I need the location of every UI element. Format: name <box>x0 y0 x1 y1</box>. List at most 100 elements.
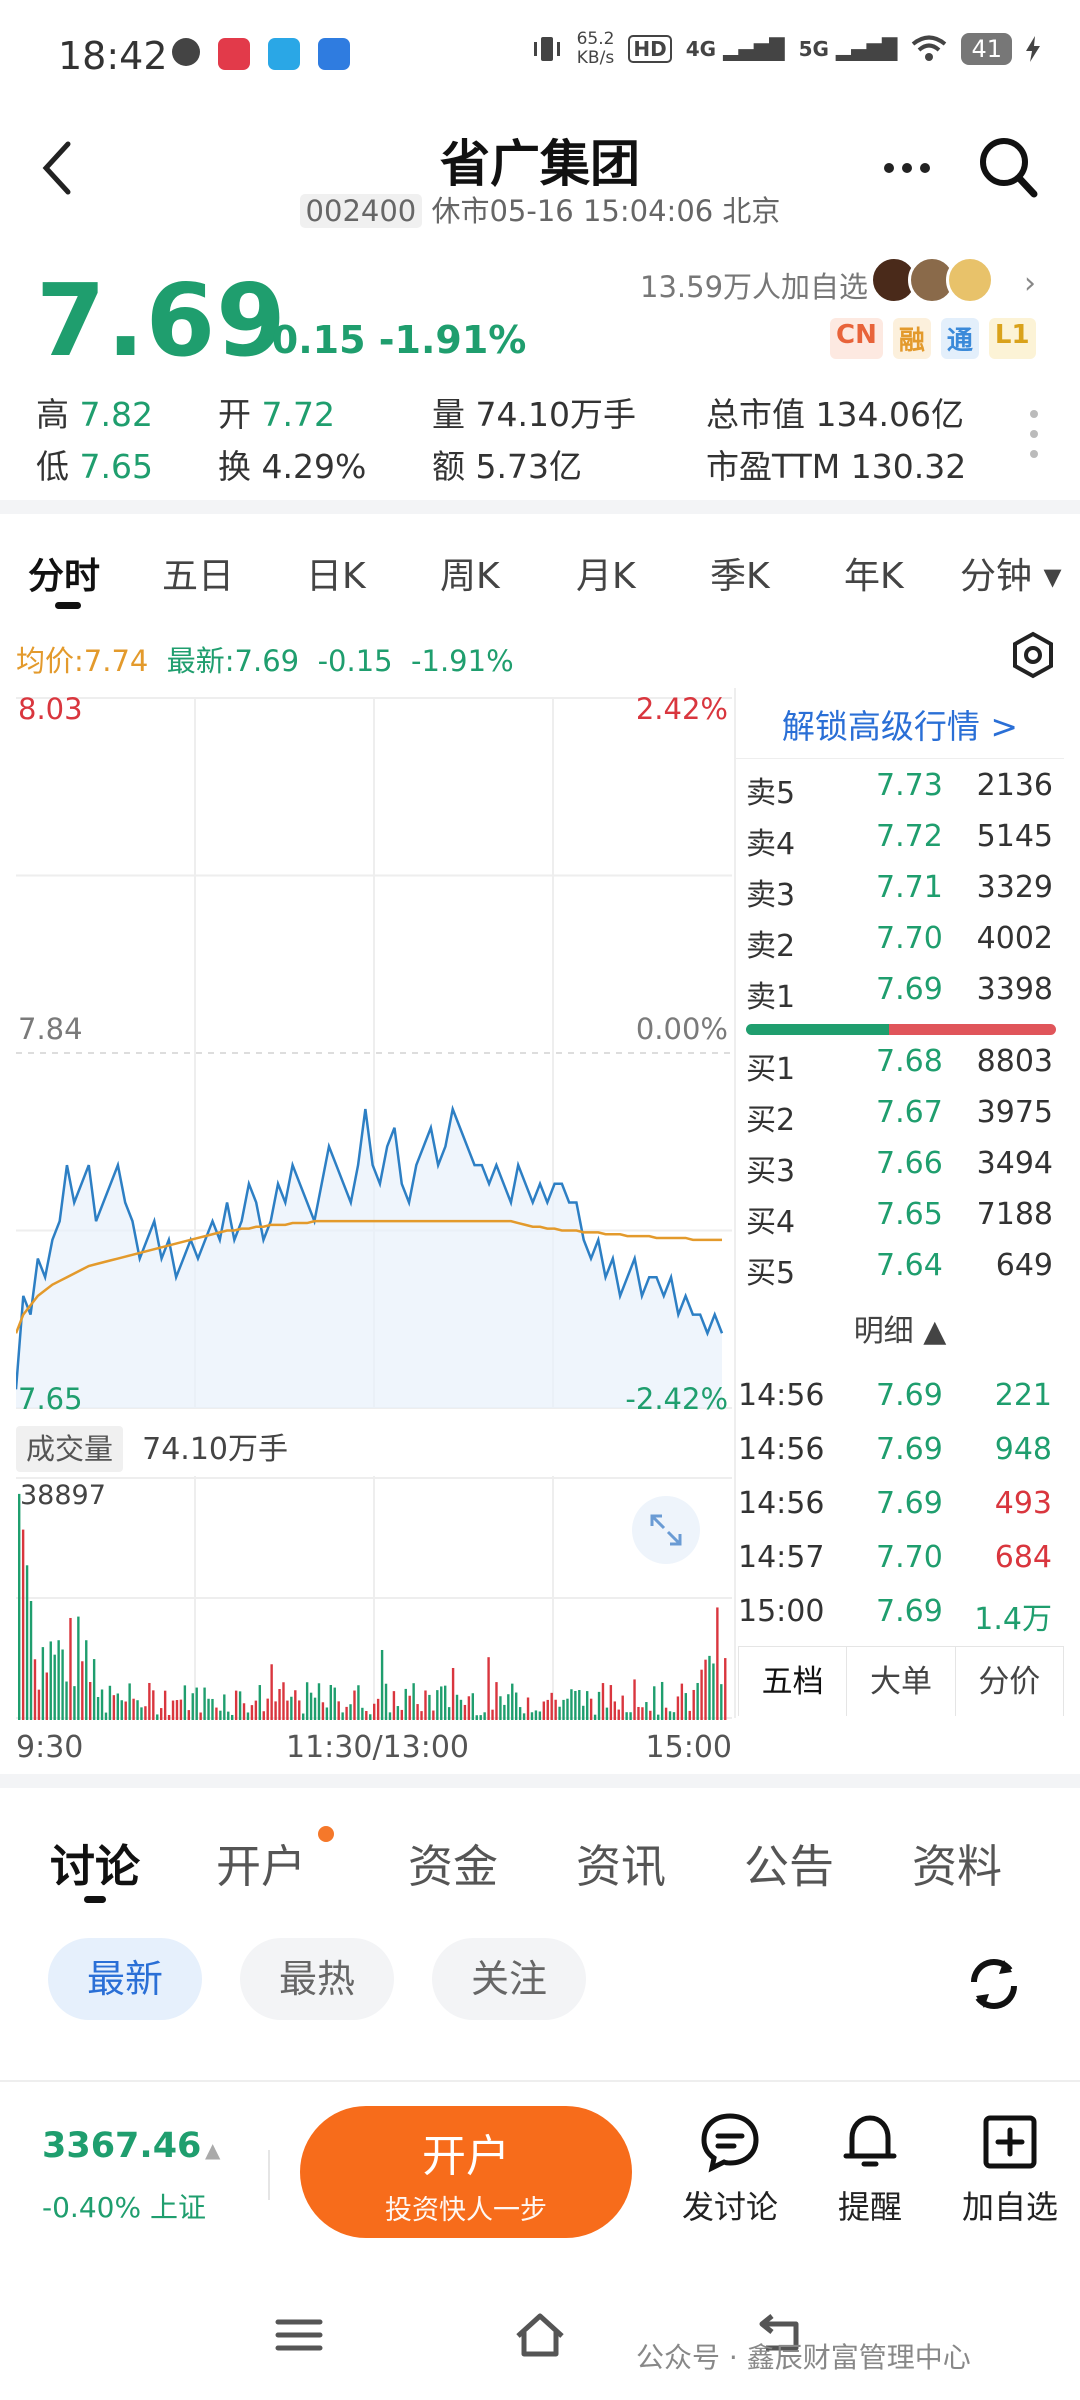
volume-bar <box>657 1714 660 1720</box>
menu-icon[interactable] <box>274 2310 324 2360</box>
volume-bar <box>132 1698 135 1720</box>
sort-pill-1[interactable]: 最热 <box>240 1938 394 2020</box>
divider <box>0 1774 1080 1788</box>
home-icon[interactable] <box>512 2310 568 2360</box>
tab-period-1[interactable]: 五日 <box>162 556 235 597</box>
sort-pill-0[interactable]: 最新 <box>48 1938 202 2020</box>
open-account-button[interactable]: 开户 投资快人一步 <box>300 2106 632 2238</box>
volume-bar <box>313 1697 317 1720</box>
volume-bar <box>100 1689 104 1720</box>
index-value[interactable]: 3367.46 <box>42 2126 202 2166</box>
stock-subtitle: 002400 休市05-16 15:04:06 北京 <box>0 188 1080 230</box>
unlock-pro-quotes-link[interactable]: 解锁高级行情 > <box>781 707 1019 746</box>
volume-bar <box>357 1685 360 1720</box>
content-tab-4[interactable]: 公告 <box>744 1840 835 1893</box>
followers-count[interactable]: 13.59万人加自选 <box>640 270 869 304</box>
stat-open: 开 7.72 <box>218 395 335 434</box>
chevron-right-icon[interactable]: › <box>1024 266 1036 301</box>
volume-chart[interactable] <box>16 1476 732 1720</box>
index-change[interactable]: -0.40% 上证 <box>42 2191 206 2224</box>
level-price: 7.66 <box>876 1146 943 1181</box>
tab-period-5[interactable]: 季K <box>710 556 770 597</box>
volume-bar <box>696 1682 699 1720</box>
volume-bar <box>660 1681 664 1720</box>
battery-icon: 41 <box>961 33 1012 65</box>
wifi-icon <box>912 35 947 61</box>
volume-bar <box>317 1683 321 1720</box>
volume-bar <box>231 1714 234 1720</box>
more-icon[interactable] <box>882 148 932 188</box>
orderbook-row: 买3 7.66 3494 <box>746 1146 1061 1196</box>
volume-bar <box>601 1683 605 1720</box>
add-watchlist-button[interactable]: 加自选 <box>945 2110 1075 2228</box>
volume-bar <box>384 1683 388 1720</box>
tab-period-3[interactable]: 周K <box>440 556 500 597</box>
volume-label: 成交量 <box>16 1426 124 1472</box>
level-price: 7.68 <box>876 1044 943 1079</box>
orderbook-tab-2[interactable]: 分价 <box>956 1647 1064 1716</box>
tab-period-0[interactable]: 分时 <box>28 556 101 597</box>
settings-hexagon-icon[interactable] <box>1008 630 1058 680</box>
volume-bar <box>369 1714 372 1720</box>
volume-bar <box>491 1709 494 1720</box>
orderbook-tab-1[interactable]: 大单 <box>847 1647 956 1716</box>
volume-bar <box>215 1707 218 1720</box>
stock-tag[interactable]: L1 <box>988 318 1036 359</box>
app-notification-icon <box>172 38 200 66</box>
refresh-icon[interactable] <box>962 1952 1026 2016</box>
level-label: 买4 <box>746 1205 796 1240</box>
level-label: 卖4 <box>746 827 796 862</box>
search-icon[interactable] <box>976 132 1040 202</box>
trade-time: 14:56 <box>738 1432 825 1467</box>
volume-bar <box>144 1706 147 1720</box>
stat-pe: 市盈TTM 130.32 <box>706 447 967 486</box>
volume-bar <box>69 1617 72 1720</box>
sort-pill-2[interactable]: 关注 <box>432 1938 586 2020</box>
content-tab-0[interactable]: 讨论 <box>50 1840 141 1893</box>
reminder-button[interactable]: 提醒 <box>805 2110 935 2228</box>
tab-period-2[interactable]: 日K <box>306 556 366 597</box>
orderbook-tab-0[interactable]: 五档 <box>739 1647 848 1716</box>
trade-row: 14:56 7.69 948 <box>738 1432 1060 1482</box>
post-discussion-button[interactable]: 发讨论 <box>665 2110 795 2228</box>
intraday-chart[interactable] <box>16 688 732 1418</box>
signal-5g-icon: 5G ▂▄▆█ <box>798 37 898 61</box>
stock-tag[interactable]: CN <box>830 318 883 359</box>
volume-bar <box>195 1687 198 1720</box>
level-volume: 3398 <box>976 972 1053 1007</box>
more-stats-icon[interactable] <box>1030 410 1040 470</box>
content-tabs: 讨论 开户 资金 资讯 公告 资料 <box>0 1820 1080 1910</box>
expand-button[interactable] <box>632 1496 700 1564</box>
volume-bar <box>704 1659 707 1720</box>
volume-bar <box>270 1664 273 1720</box>
content-tab-2[interactable]: 资金 <box>408 1840 499 1893</box>
expand-up-icon[interactable]: ▲ <box>205 2138 221 2162</box>
volume-bar <box>120 1700 123 1720</box>
volume-bar <box>373 1703 376 1720</box>
follower-avatars[interactable] <box>870 256 994 304</box>
volume-bar <box>104 1712 108 1720</box>
volume-bar <box>246 1712 250 1720</box>
trade-detail-toggle[interactable]: 明细 ▲ <box>853 1314 947 1349</box>
tab-period-7[interactable]: 分钟 ▾ <box>960 556 1062 597</box>
volume-bar <box>538 1711 542 1720</box>
content-tab-5[interactable]: 资料 <box>912 1840 1003 1893</box>
tab-period-6[interactable]: 年K <box>844 556 904 597</box>
volume-bar <box>266 1698 269 1720</box>
back-nav-icon[interactable] <box>752 2310 808 2360</box>
tab-period-4[interactable]: 月K <box>576 556 636 597</box>
stock-tag[interactable]: 融 <box>892 318 931 359</box>
back-arrow-icon[interactable] <box>36 138 76 198</box>
stock-code: 002400 <box>299 194 423 228</box>
content-tab-1[interactable]: 开户 <box>216 1840 307 1893</box>
volume-bar <box>436 1690 439 1720</box>
content-tab-3[interactable]: 资讯 <box>576 1840 667 1893</box>
stock-tag[interactable]: 通 <box>940 318 979 359</box>
stat-turnover: 换 4.29% <box>218 447 367 486</box>
trade-row: 15:00 7.69 1.4万 <box>738 1594 1060 1644</box>
volume-bar <box>507 1694 510 1720</box>
volume-bar <box>645 1702 648 1720</box>
trade-volume: 221 <box>994 1378 1052 1413</box>
volume-bar <box>664 1707 668 1720</box>
level-label: 买5 <box>746 1256 796 1291</box>
